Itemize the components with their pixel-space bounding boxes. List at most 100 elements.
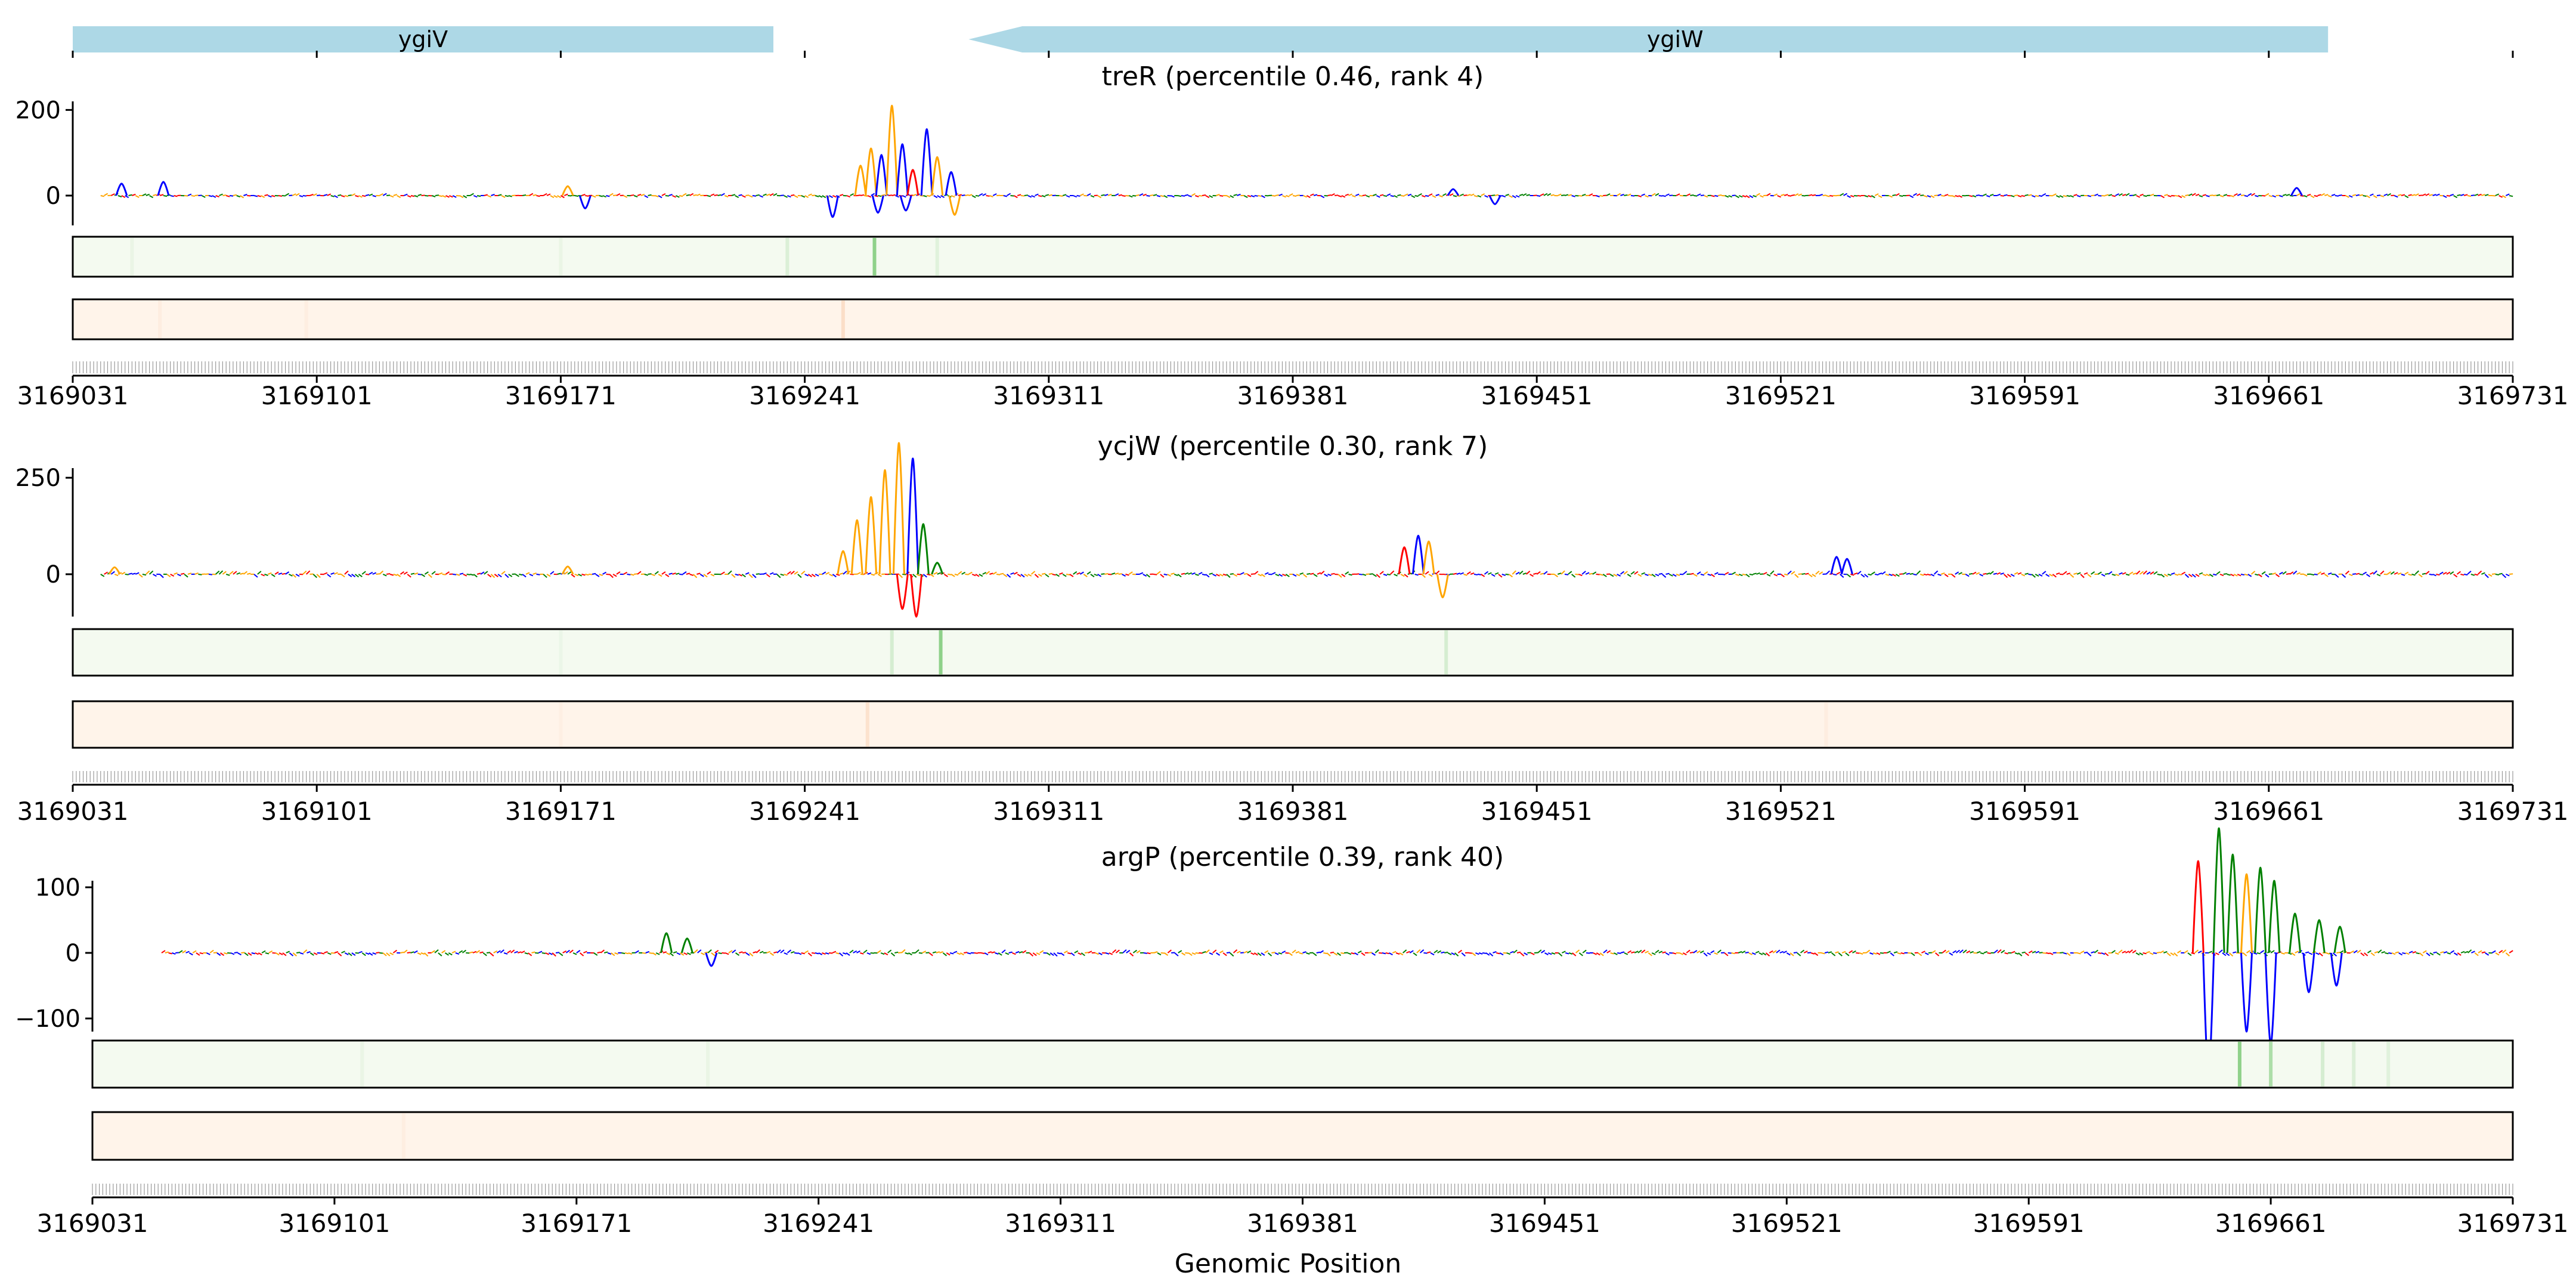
attribution-noise <box>1524 952 1528 956</box>
attribution-noise <box>644 574 648 576</box>
attribution-noise <box>229 571 234 575</box>
attribution-noise <box>680 952 685 956</box>
attribution-noise <box>2184 574 2190 578</box>
attribution-noise <box>473 195 478 198</box>
attribution-noise <box>2443 951 2448 953</box>
attribution-noise <box>1069 574 1074 577</box>
attribution-noise <box>811 574 816 577</box>
attribution-noise <box>1003 574 1008 578</box>
attribution-noise <box>333 195 338 199</box>
attribution-noise <box>579 952 584 956</box>
gene-arrow <box>73 26 773 52</box>
y-tick-label: 0 <box>46 561 61 589</box>
attribution-noise <box>389 952 394 955</box>
attribution-noise <box>1463 194 1467 196</box>
attribution-noise <box>1575 949 1580 953</box>
x-tick-label: 3169031 <box>36 1209 148 1238</box>
attribution-noise <box>1027 574 1032 577</box>
attribution-noise <box>1222 574 1227 576</box>
attribution-noise <box>683 952 688 955</box>
attribution-noise <box>787 195 791 198</box>
attribution-noise <box>459 950 463 953</box>
attribution-noise <box>1333 952 1338 956</box>
attribution-noise <box>756 949 760 953</box>
attribution-noise <box>1327 574 1332 577</box>
attribution-noise <box>2373 570 2377 575</box>
attribution-noise <box>104 193 109 196</box>
attribution-noise <box>514 950 518 953</box>
attribution-noise <box>2453 574 2458 578</box>
attribution-noise <box>1773 193 1778 196</box>
gene-label: ygiW <box>1647 26 1704 52</box>
attribution-noise <box>1721 574 1726 575</box>
attribution-noise <box>1456 572 1461 575</box>
attribution-noise <box>2418 574 2423 578</box>
attribution-noise <box>1919 574 1924 576</box>
attribution-noise <box>2376 194 2381 196</box>
attribution-noise <box>2338 194 2342 196</box>
attribution-noise <box>275 952 280 956</box>
attribution-noise <box>2111 950 2116 953</box>
attribution-noise <box>2195 193 2200 196</box>
attribution-noise <box>2505 193 2510 196</box>
attribution-noise <box>2140 193 2144 196</box>
attribution-noise <box>1536 571 1541 575</box>
attribution-noise <box>985 571 990 575</box>
attribution-noise <box>1005 952 1010 955</box>
attribution-noise <box>1430 952 1435 956</box>
attribution-noise <box>1024 574 1029 577</box>
attribution-noise <box>2391 952 2396 955</box>
attribution-noise <box>2436 574 2440 576</box>
attribution-noise <box>2422 193 2426 196</box>
attribution-noise <box>1850 574 1854 576</box>
attribution-noise <box>888 194 893 196</box>
attribution-noise <box>1966 950 1971 953</box>
attribution-noise <box>1079 193 1084 196</box>
attribution-noise <box>445 571 450 575</box>
attribution-noise <box>482 952 487 956</box>
attribution-noise <box>2069 574 2075 578</box>
attribution-noise <box>1983 950 1988 953</box>
attribution-noise <box>2411 574 2416 576</box>
attribution-noise <box>285 193 290 196</box>
attribution-noise <box>829 574 833 577</box>
attribution-noise <box>1955 949 1961 953</box>
attribution-peak <box>660 932 673 953</box>
attribution-noise <box>1111 572 1116 575</box>
attribution-noise <box>843 571 847 575</box>
attribution-noise <box>1756 572 1760 575</box>
attribution-noise <box>543 574 547 578</box>
attribution-noise <box>1105 952 1110 955</box>
panel-title: treR (percentile 0.46, rank 4) <box>1102 61 1484 92</box>
attribution-noise <box>550 571 555 575</box>
attribution-noise <box>1515 195 1520 198</box>
attribution-noise <box>117 195 122 198</box>
attribution-noise <box>1645 950 1649 953</box>
attribution-noise <box>1989 571 1994 575</box>
attribution-noise <box>2374 950 2379 953</box>
attribution-noise <box>1868 195 1872 197</box>
attribution-noise <box>995 952 999 955</box>
attribution-noise <box>1581 571 1586 575</box>
attribution-noise <box>1596 952 1600 956</box>
attribution-noise <box>299 952 304 955</box>
attribution-noise <box>2383 193 2388 196</box>
attribution-noise <box>1473 574 1478 576</box>
attribution-noise <box>493 950 498 953</box>
attribution-noise <box>159 574 164 578</box>
attribution-noise <box>508 195 512 197</box>
attribution-noise <box>1076 572 1080 575</box>
attribution-noise <box>658 574 662 577</box>
attribution-noise <box>791 194 795 196</box>
attribution-noise <box>992 571 997 575</box>
attribution-noise <box>2491 950 2496 953</box>
attribution-peak <box>2302 952 2315 993</box>
attribution-noise <box>989 195 993 198</box>
attribution-noise <box>271 195 275 197</box>
attribution-noise <box>1689 952 1694 953</box>
attribution-noise <box>581 574 586 576</box>
attribution-noise <box>1924 952 1929 955</box>
attribution-noise <box>2178 574 2182 576</box>
gene-arrow <box>968 26 2329 52</box>
attribution-noise <box>1312 952 1317 956</box>
